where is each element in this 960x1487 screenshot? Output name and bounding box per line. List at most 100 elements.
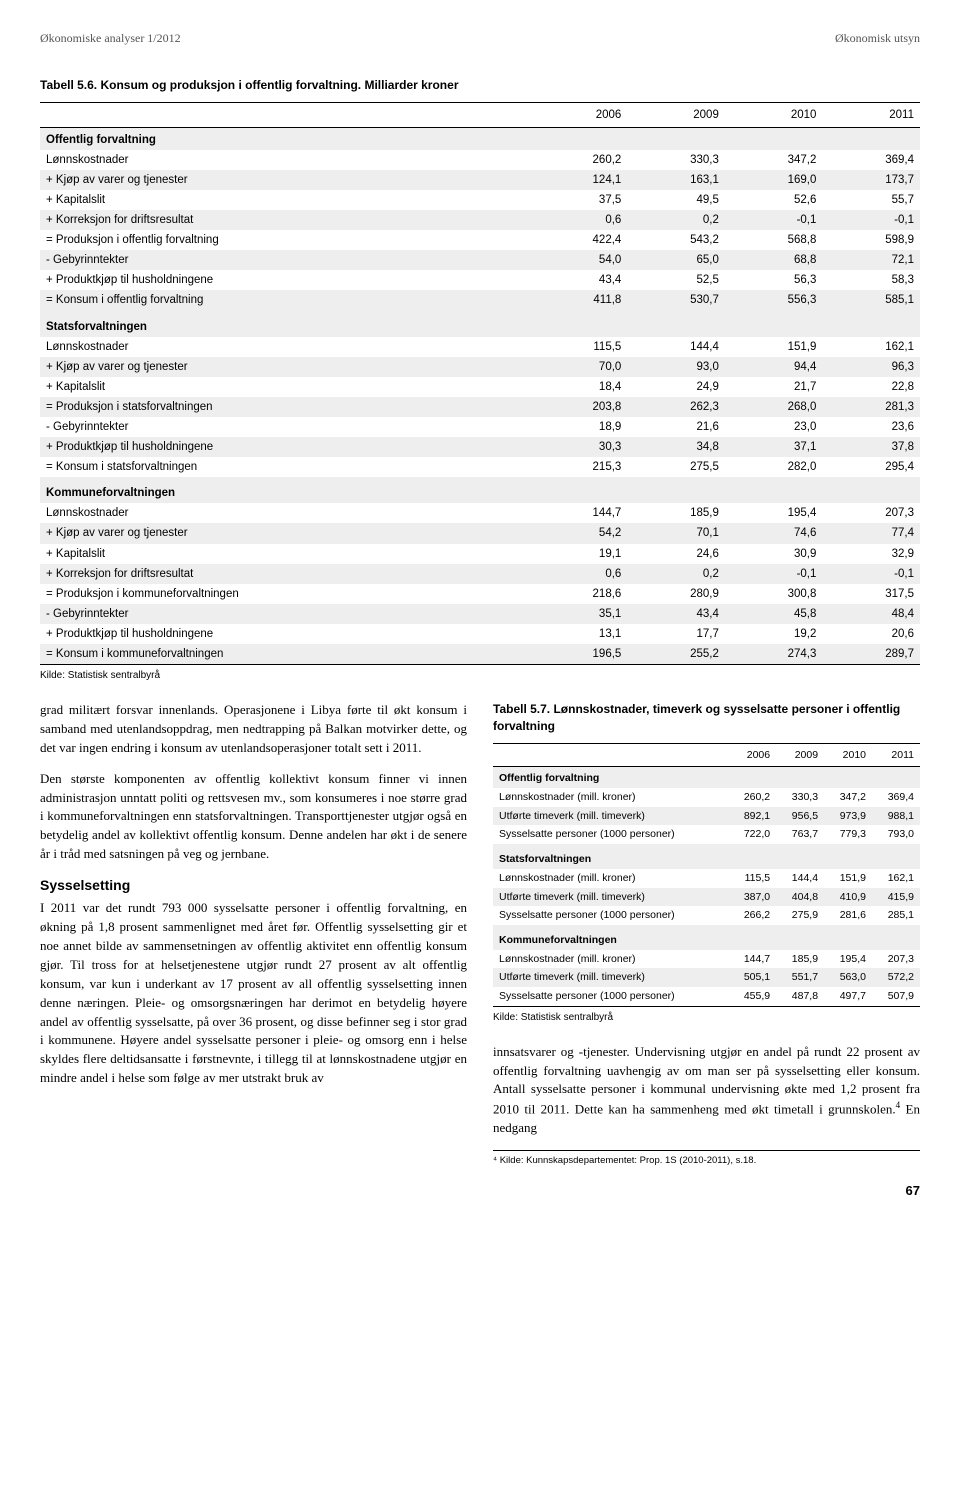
cell: = Produksjon i statsforvaltningen — [40, 397, 530, 417]
cell: 411,8 — [530, 290, 628, 310]
cell: 0,6 — [530, 564, 628, 584]
cell: + Produktkjøp til husholdningene — [40, 270, 530, 290]
cell: Utførte timeverk (mill. timeverk) — [493, 968, 728, 987]
cell: 30,9 — [725, 544, 823, 564]
cell: 487,8 — [776, 987, 824, 1006]
cell: 54,2 — [530, 523, 628, 543]
cell: 410,9 — [824, 888, 872, 907]
table-row: + Korreksjon for driftsresultat0,60,2-0,… — [40, 564, 920, 584]
cell: 144,4 — [776, 869, 824, 888]
col-header: 2009 — [627, 102, 725, 127]
table-row: = Konsum i statsforvaltningen215,3275,52… — [40, 457, 920, 477]
table56-source: Kilde: Statistisk sentralbyrå — [40, 669, 920, 683]
cell: 347,2 — [725, 150, 823, 170]
section-head-cell: Offentlig forvaltning — [493, 767, 920, 788]
left-p2: Den største komponenten av offentlig kol… — [40, 770, 467, 864]
section-head: Offentlig forvaltning — [40, 127, 920, 150]
cell: 255,2 — [627, 644, 725, 665]
col-header — [493, 743, 728, 767]
cell: 30,3 — [530, 437, 628, 457]
col-header: 2011 — [872, 743, 920, 767]
table57-title: Tabell 5.7. Lønnskostnader, timeverk og … — [493, 701, 920, 735]
cell: 295,4 — [822, 457, 920, 477]
cell: 274,3 — [725, 644, 823, 665]
col-header: 2011 — [822, 102, 920, 127]
cell: 195,4 — [725, 503, 823, 523]
table-row: Utførte timeverk (mill. timeverk)892,195… — [493, 807, 920, 826]
cell: 218,6 — [530, 584, 628, 604]
table-row: Lønnskostnader (mill. kroner)115,5144,41… — [493, 869, 920, 888]
table-row: Sysselsatte personer (1000 personer)455,… — [493, 987, 920, 1006]
cell: 72,1 — [822, 250, 920, 270]
right-p1: innsatsvarer og -tjenester. Undervisning… — [493, 1043, 920, 1139]
cell: 260,2 — [728, 788, 776, 807]
cell: Utførte timeverk (mill. timeverk) — [493, 807, 728, 826]
table56-header-row: 2006200920102011 — [40, 102, 920, 127]
table-row: + Produktkjøp til husholdningene13,117,7… — [40, 624, 920, 644]
cell: 215,3 — [530, 457, 628, 477]
section-head: Statsforvaltningen — [493, 844, 920, 869]
cell: 185,9 — [776, 950, 824, 969]
cell: + Produktkjøp til husholdningene — [40, 437, 530, 457]
cell: 317,5 — [822, 584, 920, 604]
cell: 280,9 — [627, 584, 725, 604]
table-row: = Konsum i kommuneforvaltningen196,5255,… — [40, 644, 920, 665]
cell: -0,1 — [822, 210, 920, 230]
cell: + Kjøp av varer og tjenester — [40, 523, 530, 543]
cell: 404,8 — [776, 888, 824, 907]
cell: - Gebyrinntekter — [40, 604, 530, 624]
cell: 96,3 — [822, 357, 920, 377]
section-head: Statsforvaltningen — [40, 311, 920, 337]
col-header — [40, 102, 530, 127]
cell: 21,6 — [627, 417, 725, 437]
cell: 37,5 — [530, 190, 628, 210]
table-row: - Gebyrinntekter18,921,623,023,6 — [40, 417, 920, 437]
sysselsetting-heading: Sysselsetting — [40, 876, 467, 896]
cell: 268,0 — [725, 397, 823, 417]
section-head-cell: Kommuneforvaltningen — [40, 477, 920, 503]
cell: 43,4 — [627, 604, 725, 624]
cell: 13,1 — [530, 624, 628, 644]
cell: = Produksjon i offentlig forvaltning — [40, 230, 530, 250]
section-head-cell: Statsforvaltningen — [493, 844, 920, 869]
cell: 173,7 — [822, 170, 920, 190]
cell: 196,5 — [530, 644, 628, 665]
table-row: + Produktkjøp til husholdningene30,334,8… — [40, 437, 920, 457]
cell: 55,7 — [822, 190, 920, 210]
cell: 151,9 — [824, 869, 872, 888]
table57-source: Kilde: Statistisk sentralbyrå — [493, 1011, 920, 1025]
cell: + Kapitalslit — [40, 544, 530, 564]
table-row: + Kapitalslit19,124,630,932,9 — [40, 544, 920, 564]
cell: 23,0 — [725, 417, 823, 437]
cell: 45,8 — [725, 604, 823, 624]
table-row: = Konsum i offentlig forvaltning411,8530… — [40, 290, 920, 310]
cell: 70,0 — [530, 357, 628, 377]
cell: 19,1 — [530, 544, 628, 564]
cell: 19,2 — [725, 624, 823, 644]
cell: 572,2 — [872, 968, 920, 987]
cell: 195,4 — [824, 950, 872, 969]
cell: 52,6 — [725, 190, 823, 210]
page-number: 67 — [40, 1182, 920, 1200]
table-row: Lønnskostnader260,2330,3347,2369,4 — [40, 150, 920, 170]
cell: 54,0 — [530, 250, 628, 270]
cell: 144,7 — [530, 503, 628, 523]
cell: Sysselsatte personer (1000 personer) — [493, 906, 728, 925]
cell: 22,8 — [822, 377, 920, 397]
table-row: - Gebyrinntekter54,065,068,872,1 — [40, 250, 920, 270]
col-header: 2009 — [776, 743, 824, 767]
section-head-cell: Offentlig forvaltning — [40, 127, 920, 150]
cell: 162,1 — [872, 869, 920, 888]
cell: + Korreksjon for driftsresultat — [40, 564, 530, 584]
cell: 387,0 — [728, 888, 776, 907]
cell: Lønnskostnader — [40, 503, 530, 523]
table-row: Sysselsatte personer (1000 personer)722,… — [493, 825, 920, 844]
table-row: + Kapitalslit37,549,552,655,7 — [40, 190, 920, 210]
cell: + Korreksjon for driftsresultat — [40, 210, 530, 230]
cell: 20,6 — [822, 624, 920, 644]
cell: 56,3 — [725, 270, 823, 290]
right-column: Tabell 5.7. Lønnskostnader, timeverk og … — [493, 701, 920, 1167]
cell: 956,5 — [776, 807, 824, 826]
table-row: - Gebyrinntekter35,143,445,848,4 — [40, 604, 920, 624]
section-head: Kommuneforvaltningen — [40, 477, 920, 503]
